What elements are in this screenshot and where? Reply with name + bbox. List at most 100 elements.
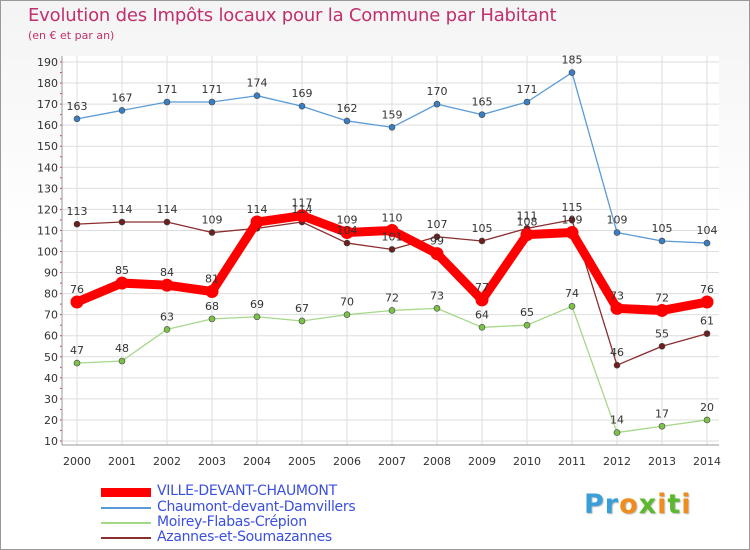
- logo-letter: i: [657, 489, 668, 520]
- x-tick-label: 2012: [603, 455, 631, 468]
- y-tick-label: 30: [44, 393, 58, 406]
- y-tick-label: 70: [44, 309, 58, 322]
- data-label: 17: [655, 407, 669, 420]
- y-tick-label: 40: [44, 372, 58, 385]
- x-tick-label: 2002: [153, 455, 181, 468]
- x-tick-label: 2013: [648, 455, 676, 468]
- data-point: [115, 276, 129, 290]
- y-tick-label: 120: [37, 203, 58, 216]
- chart-subtitle: (en € et par an): [28, 29, 115, 42]
- logo-letter: P: [584, 489, 605, 520]
- data-point: [478, 111, 486, 118]
- legend-label: Moirey-Flabas-Crépion: [157, 514, 307, 530]
- data-label: 74: [565, 287, 579, 300]
- data-label: 81: [205, 273, 219, 286]
- x-tick-label: 2010: [513, 455, 541, 468]
- legend-swatch: [101, 488, 151, 497]
- y-tick-label: 170: [37, 98, 58, 111]
- data-point: [160, 278, 174, 292]
- data-point: [613, 229, 621, 236]
- y-tick-label: 110: [37, 224, 58, 237]
- data-label: 73: [430, 289, 444, 302]
- x-tick-label: 2003: [198, 455, 226, 468]
- data-point: [163, 218, 171, 226]
- y-tick-label: 190: [37, 56, 58, 69]
- data-point: [430, 247, 444, 261]
- data-label: 67: [295, 302, 309, 315]
- data-point: [658, 342, 666, 350]
- logo-letter: i: [681, 489, 692, 520]
- data-point: [340, 226, 354, 240]
- data-point: [433, 233, 441, 241]
- data-point: [298, 317, 306, 325]
- y-tick-label: 160: [37, 119, 58, 132]
- data-label: 169: [292, 87, 313, 100]
- y-tick-label: 140: [37, 161, 58, 174]
- data-label: 114: [247, 203, 268, 216]
- data-point: [703, 416, 711, 424]
- data-point: [343, 311, 351, 318]
- data-point: [253, 313, 261, 321]
- data-label: 47: [70, 344, 84, 357]
- data-label: 171: [517, 83, 538, 96]
- legend-swatch: [101, 507, 151, 509]
- data-point: [388, 123, 396, 131]
- data-label: 84: [160, 266, 174, 279]
- data-label: 105: [472, 222, 493, 235]
- x-tick-label: 2005: [288, 455, 316, 468]
- data-label: 72: [655, 291, 669, 304]
- y-tick-label: 100: [37, 246, 58, 259]
- data-point: [385, 223, 399, 237]
- y-tick-label: 10: [44, 435, 58, 448]
- data-point: [388, 246, 396, 253]
- x-tick-label: 2014: [693, 455, 721, 468]
- data-point: [658, 237, 666, 245]
- data-label: 105: [652, 222, 673, 235]
- data-label: 170: [427, 85, 448, 98]
- x-tick-label: 2008: [423, 455, 451, 468]
- y-tick-label: 60: [44, 330, 58, 343]
- data-point: [208, 98, 216, 106]
- data-label: 165: [472, 96, 493, 109]
- data-point: [700, 295, 714, 309]
- x-tick-label: 2011: [558, 455, 586, 468]
- data-label: 171: [157, 83, 178, 96]
- data-label: 167: [112, 91, 133, 104]
- data-label: 110: [382, 211, 403, 224]
- data-label: 20: [700, 401, 714, 414]
- y-tick-label: 50: [44, 351, 58, 364]
- data-point: [118, 357, 126, 365]
- data-point: [613, 429, 621, 436]
- data-label: 109: [202, 214, 223, 227]
- y-tick-label: 80: [44, 288, 58, 301]
- data-point: [163, 98, 171, 106]
- data-point: [118, 218, 126, 226]
- x-tick-label: 2001: [108, 455, 136, 468]
- legend-item: VILLE-DEVANT-CHAUMONT: [101, 483, 401, 500]
- data-label: 109: [607, 214, 628, 227]
- data-label: 14: [610, 414, 624, 427]
- legend-swatch: [101, 522, 151, 524]
- data-label: 64: [475, 308, 489, 321]
- data-label: 85: [115, 264, 129, 277]
- data-point: [208, 229, 216, 236]
- data-point: [250, 215, 264, 229]
- data-point: [655, 303, 669, 317]
- data-point: [70, 295, 84, 309]
- data-point: [205, 285, 219, 299]
- data-point: [475, 293, 489, 307]
- data-point: [253, 92, 261, 99]
- legend-swatch: [101, 537, 151, 539]
- data-point: [568, 69, 576, 76]
- data-point: [568, 216, 576, 224]
- x-tick-label: 2000: [63, 455, 91, 468]
- data-label: 163: [67, 100, 88, 113]
- data-label: 104: [337, 224, 358, 237]
- x-tick-label: 2004: [243, 455, 271, 468]
- data-point: [388, 307, 396, 314]
- data-point: [478, 323, 486, 331]
- data-point: [433, 100, 441, 108]
- data-label: 76: [700, 283, 714, 296]
